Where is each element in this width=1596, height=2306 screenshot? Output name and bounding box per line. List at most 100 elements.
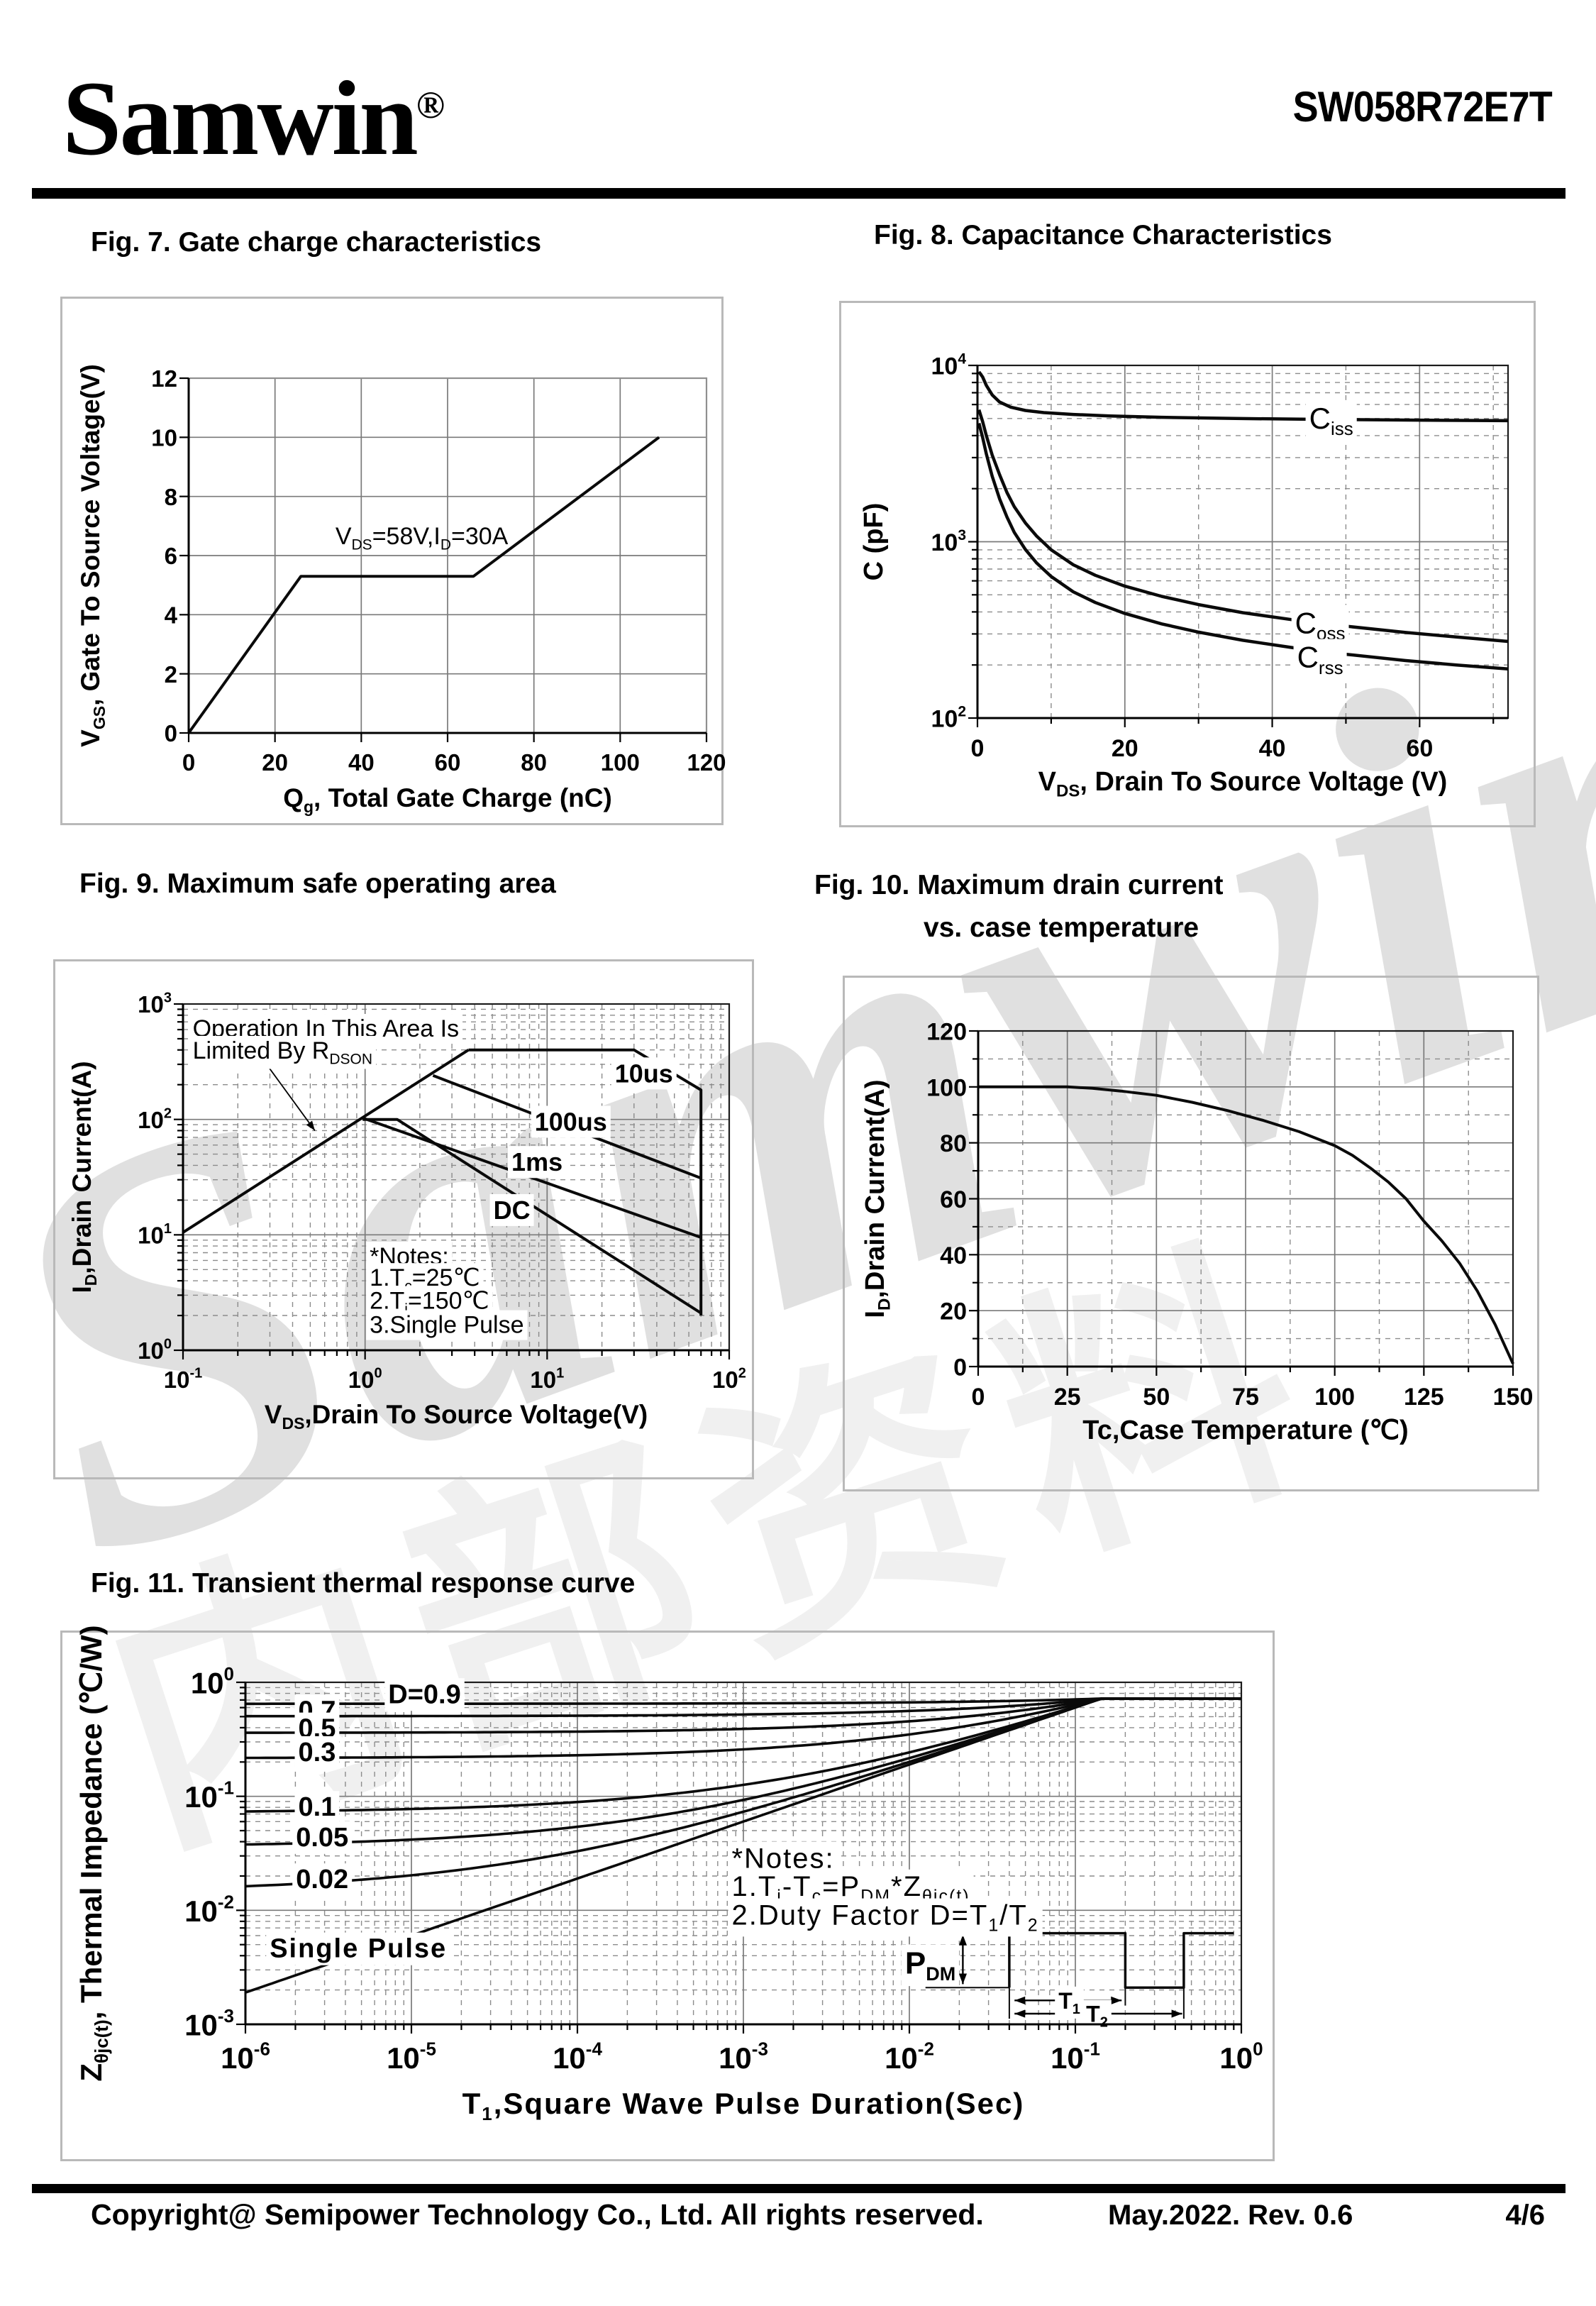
fig11-thermal-response-chart: D=0.9 0.7 0.5 0.3 0.1 0.05 0.02 Single Pulse *No… xyxy=(60,1625,1275,2161)
fig7-plot-svg: VDS=58V,ID=30A 0 20 40 60 80 100 120 0 2 4 6 8 10 12 Qg… xyxy=(76,364,726,816)
svg-text:0: 0 xyxy=(953,1355,967,1381)
fig8-capacitance-chart: Ciss Coss Crss 0 20 40 60 102 103 104 VDS, Drain T… xyxy=(839,301,1536,827)
fig11-annotation: 0.3 xyxy=(299,1738,336,1767)
fig10-title-line1: Fig. 10. Maximum drain current xyxy=(814,870,1224,900)
svg-text:60: 60 xyxy=(1406,735,1433,762)
crss-curve xyxy=(977,422,1509,671)
fig11-annotation: T1 xyxy=(1058,1988,1080,2017)
rdson-limit-line xyxy=(182,1049,470,1234)
svg-text:10-1: 10-1 xyxy=(1051,2039,1100,2075)
svg-text:60: 60 xyxy=(435,749,461,776)
svg-text:100: 100 xyxy=(1219,2039,1263,2075)
fig8-title: Fig. 8. Capacitance Characteristics xyxy=(874,220,1332,250)
fig10-ticks xyxy=(969,1030,1514,1376)
fig8-annotation: Ciss xyxy=(1309,402,1353,439)
soa-dc-line xyxy=(362,1118,702,1315)
fig7-grid-major xyxy=(189,377,707,733)
fig9-annotation: 10us xyxy=(615,1059,673,1088)
svg-text:10-3: 10-3 xyxy=(184,2005,234,2042)
duty-0.3-curve xyxy=(245,1697,1241,1760)
svg-text:2: 2 xyxy=(165,661,177,688)
svg-text:Qg, Total Gate Charge (nC): Qg, Total Gate Charge (nC) xyxy=(283,783,612,816)
svg-text:VDS,Drain To Source Voltage(V): VDS,Drain To Source Voltage(V) xyxy=(265,1400,648,1433)
duty-0.5-curve xyxy=(245,1697,1241,1734)
fig11-annotation: 0.02 xyxy=(296,1865,348,1894)
svg-text:8: 8 xyxy=(165,484,177,510)
svg-text:0: 0 xyxy=(165,720,177,746)
fig10-drain-current-vs-temp-chart: 0 25 50 75 100 125 150 0 20 40 60 80 100 120 Tc,Case T… xyxy=(843,976,1539,1491)
svg-text:40: 40 xyxy=(940,1242,967,1269)
fig9-safe-operating-area-chart: Operation In This Area Is Limited By RDSO… xyxy=(53,959,754,1479)
svg-text:80: 80 xyxy=(521,749,547,776)
fig11-series xyxy=(245,1697,1241,2019)
svg-text:10-2: 10-2 xyxy=(885,2039,934,2075)
fig9-annotation: 1ms xyxy=(511,1147,563,1176)
svg-text:40: 40 xyxy=(1259,735,1286,762)
svg-text:20: 20 xyxy=(262,749,288,776)
fig10-title-line2: vs. case temperature xyxy=(924,912,1199,943)
svg-text:10-2: 10-2 xyxy=(184,1891,234,1928)
svg-text:103: 103 xyxy=(931,527,966,556)
fig9-annotation: 3.Single Pulse xyxy=(370,1312,523,1339)
svg-text:100: 100 xyxy=(1314,1384,1355,1411)
svg-text:VDS, Drain To Source Voltage (: VDS, Drain To Source Voltage (V) xyxy=(1038,767,1448,800)
svg-text:10-1: 10-1 xyxy=(184,1777,234,1814)
svg-text:25: 25 xyxy=(1054,1384,1081,1411)
soa-10us-line xyxy=(468,1048,703,1315)
fig9-annotation: 100us xyxy=(535,1108,607,1137)
svg-text:104: 104 xyxy=(931,351,966,380)
brand-logo: Samwin® xyxy=(62,65,445,172)
fig11-annotation: Single Pulse xyxy=(270,1934,447,1964)
svg-text:60: 60 xyxy=(940,1186,967,1213)
pdm-waveform xyxy=(1008,1931,1234,1989)
svg-text:100: 100 xyxy=(191,1663,234,1700)
svg-text:ID,Drain Current(A): ID,Drain Current(A) xyxy=(67,1061,100,1293)
svg-text:Tc,Case Temperature (℃): Tc,Case Temperature (℃) xyxy=(1082,1416,1408,1445)
svg-text:10-4: 10-4 xyxy=(553,2039,602,2075)
duty-0.02-curve xyxy=(245,1697,1241,1888)
svg-text:6: 6 xyxy=(165,543,177,569)
fig11-ticks xyxy=(236,1681,1243,2034)
fig7-series xyxy=(187,436,660,734)
fig11-annotation: 2.Duty Factor D=T1/T2 xyxy=(731,1900,1038,1936)
svg-text:80: 80 xyxy=(940,1130,967,1157)
fig8-ticks xyxy=(968,364,1495,727)
svg-text:40: 40 xyxy=(348,749,375,776)
svg-text:0: 0 xyxy=(972,1384,985,1411)
svg-text:150: 150 xyxy=(1493,1384,1534,1411)
svg-text:C (pF): C (pF) xyxy=(859,503,889,581)
fig11-annotation: T2 xyxy=(1086,2002,1108,2031)
fig9-title: Fig. 9. Maximum safe operating area xyxy=(79,868,556,899)
svg-text:125: 125 xyxy=(1404,1384,1444,1411)
svg-text:Zθjc(t), Thermal Impedance (℃: Zθjc(t), Thermal Impedance (℃/W) xyxy=(74,1625,112,2081)
fig7-annotation: VDS=58V,ID=30A xyxy=(336,523,509,553)
fig7-gate-charge-chart: VDS=58V,ID=30A 0 20 40 60 80 100 120 0 2 4 6 8 10 12 Qg… xyxy=(60,297,726,825)
registered-trademark-icon: ® xyxy=(416,84,445,126)
svg-text:100: 100 xyxy=(601,749,640,776)
svg-text:10-1: 10-1 xyxy=(164,1366,203,1394)
fig8-series xyxy=(977,370,1509,671)
fig11-annotation: 0.1 xyxy=(299,1792,336,1822)
svg-text:102: 102 xyxy=(712,1366,746,1394)
duty-0.7-curve xyxy=(245,1697,1241,1718)
svg-text:4: 4 xyxy=(165,602,178,629)
svg-text:10-6: 10-6 xyxy=(221,2039,270,2075)
svg-text:102: 102 xyxy=(138,1105,172,1133)
fig11-annotation: D=0.9 xyxy=(388,1679,460,1709)
fig11-annotation: 0.05 xyxy=(296,1823,348,1853)
fig9-ticks xyxy=(174,1003,731,1359)
svg-text:100: 100 xyxy=(348,1366,382,1394)
svg-text:12: 12 xyxy=(151,365,177,392)
coss-curve xyxy=(977,409,1509,644)
fig11-annotation: PDM xyxy=(905,1946,955,1985)
svg-text:120: 120 xyxy=(687,749,726,776)
svg-text:0: 0 xyxy=(971,735,985,762)
svg-text:10-5: 10-5 xyxy=(387,2039,436,2075)
fig9-annotation: DC xyxy=(494,1196,531,1225)
svg-text:100: 100 xyxy=(926,1074,967,1101)
svg-text:103: 103 xyxy=(138,991,172,1018)
svg-text:T1,Square Wave Pulse Duration(: T1,Square Wave Pulse Duration(Sec) xyxy=(462,2087,1025,2124)
svg-text:VGS, Gate To Source Voltage(: VGS, Gate To Source Voltage(V) xyxy=(76,364,109,747)
svg-text:101: 101 xyxy=(138,1221,172,1249)
